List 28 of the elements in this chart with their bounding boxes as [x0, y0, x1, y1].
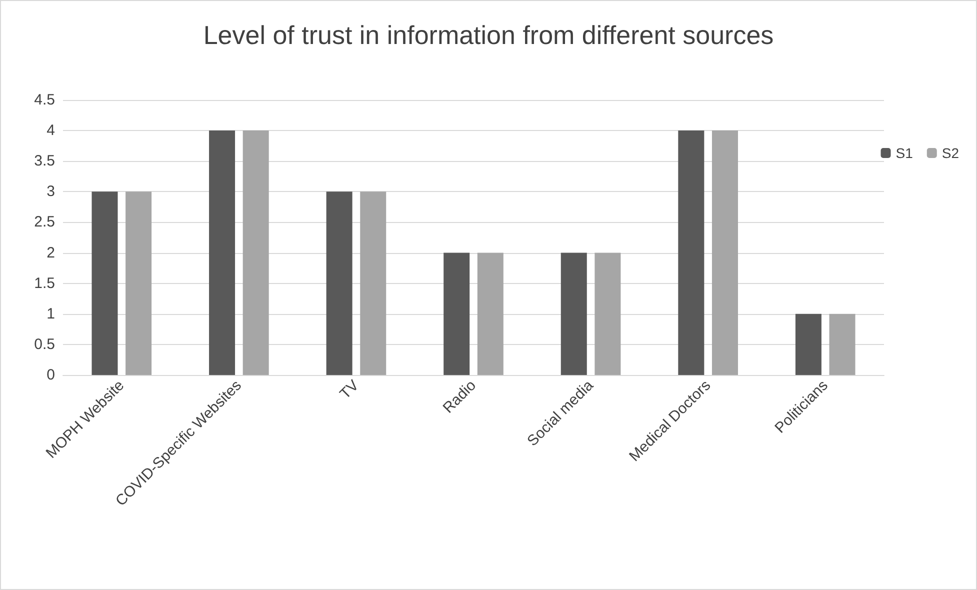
bar	[477, 252, 504, 375]
bar	[92, 192, 118, 375]
bar	[242, 130, 269, 375]
bar	[560, 252, 587, 375]
bar	[594, 252, 621, 375]
bar	[829, 314, 856, 375]
bar	[326, 192, 352, 375]
y-tick-label: 3	[46, 183, 55, 200]
bar	[678, 130, 704, 375]
bar	[126, 192, 152, 375]
legend-label: S2	[942, 145, 960, 161]
y-tick-label: 1	[46, 305, 55, 322]
y-tick-label: 0	[46, 366, 55, 384]
chart-title: Level of trust in information from different sources	[203, 20, 774, 50]
legend-label: S1	[896, 145, 914, 161]
bar	[444, 252, 470, 375]
x-tick-label: TV	[336, 376, 362, 403]
bar	[360, 192, 386, 375]
y-tick-label: 0.5	[34, 336, 55, 353]
y-tick-label: 4	[46, 122, 55, 140]
bar	[712, 130, 738, 375]
y-tick-label: 1.5	[34, 274, 55, 292]
bar	[209, 130, 236, 375]
y-tick-label: 2	[46, 244, 55, 262]
y-tick-label: 2.5	[34, 214, 55, 231]
bar	[795, 314, 822, 375]
y-tick-label: 3.5	[34, 152, 55, 170]
y-tick-label: 4.5	[34, 92, 55, 108]
